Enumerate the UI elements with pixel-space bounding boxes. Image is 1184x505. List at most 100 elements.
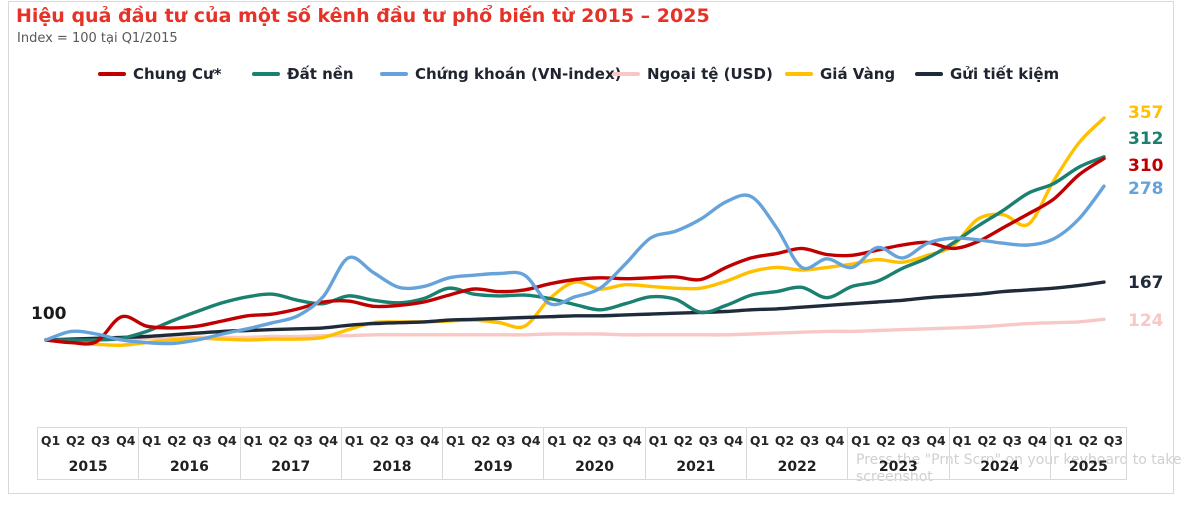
legend-swatch-gui-tiet-kiem bbox=[915, 72, 943, 76]
quarter-label: Q3 bbox=[394, 433, 415, 448]
quarter-label: Q3 bbox=[698, 433, 719, 448]
quarter-row-2024: Q1 Q2 Q3 Q4 bbox=[950, 433, 1050, 448]
quarter-label: Q2 bbox=[673, 433, 693, 448]
quarter-row-2022: Q1 Q2 Q3 Q4 bbox=[747, 433, 847, 448]
series-line-dat-nen bbox=[44, 155, 1106, 342]
quarter-label: Q1 bbox=[749, 433, 770, 448]
quarter-label: Q4 bbox=[622, 433, 642, 448]
panel-border bbox=[8, 1, 1174, 494]
series-line-chung-khoan bbox=[44, 184, 1106, 346]
year-cell-2021: Q1 Q2 Q3 Q4 2021 bbox=[646, 428, 747, 479]
legend-label-ngoai-te: Ngoại tệ (USD) bbox=[647, 65, 773, 83]
quarter-label: Q4 bbox=[217, 433, 237, 448]
quarter-label: Q2 bbox=[471, 433, 491, 448]
quarter-label: Q2 bbox=[977, 433, 997, 448]
legend-label-gui-tiet-kiem: Gửi tiết kiệm bbox=[950, 65, 1060, 83]
chart-legend: Chung Cư* Đất nền Chứng khoán (VN-index) Ng… bbox=[0, 63, 1184, 85]
year-cell-2025: Q1 Q2 Q3 2025 bbox=[1051, 428, 1126, 479]
legend-item-gia-vang: Giá Vàng bbox=[785, 63, 895, 85]
quarter-label: Q1 bbox=[547, 433, 567, 448]
quarter-label: Q4 bbox=[521, 433, 541, 448]
legend-swatch-ngoai-te bbox=[612, 72, 640, 76]
year-label: 2015 bbox=[68, 459, 108, 475]
year-cell-2018: Q1 Q2 Q3 Q4 2018 bbox=[342, 428, 444, 479]
quarter-row-2017: Q1 Q2 Q3 Q4 bbox=[241, 433, 341, 448]
legend-label-chung-khoan: Chứng khoán (VN-index) bbox=[415, 65, 622, 83]
legend-item-dat-nen: Đất nền bbox=[252, 63, 354, 85]
quarter-label: Q4 bbox=[116, 433, 136, 448]
legend-swatch-dat-nen bbox=[252, 72, 280, 76]
quarter-label: Q1 bbox=[851, 433, 871, 448]
quarter-label: Q3 bbox=[293, 433, 313, 448]
legend-swatch-gia-vang bbox=[785, 72, 813, 76]
quarter-label: Q4 bbox=[419, 433, 440, 448]
year-label: 2025 bbox=[1068, 459, 1108, 475]
quarter-label: Q1 bbox=[142, 433, 162, 448]
quarter-label: Q2 bbox=[572, 433, 592, 448]
chart-subtitle: Index = 100 tại Q1/2015 bbox=[17, 31, 178, 46]
quarter-row-2018: Q1 Q2 Q3 Q4 bbox=[342, 433, 442, 448]
legend-swatch-chung-khoan bbox=[380, 72, 408, 76]
quarter-label: Q3 bbox=[192, 433, 212, 448]
year-label: 2022 bbox=[777, 459, 817, 475]
legend-label-dat-nen: Đất nền bbox=[287, 65, 354, 83]
quarter-label: Q1 bbox=[344, 433, 365, 448]
year-cell-2019: Q1 Q2 Q3 Q4 2019 bbox=[443, 428, 545, 479]
legend-item-gui-tiet-kiem: Gửi tiết kiệm bbox=[915, 63, 1059, 85]
quarter-label: Q1 bbox=[40, 433, 61, 448]
series-line-gia-vang bbox=[44, 116, 1106, 347]
year-label: 2021 bbox=[676, 459, 716, 475]
quarter-row-2023: Q1 Q2 Q3 Q4 bbox=[848, 433, 948, 448]
quarter-label: Q2 bbox=[268, 433, 288, 448]
quarter-label: Q3 bbox=[496, 433, 516, 448]
year-label: 2024 bbox=[980, 459, 1020, 475]
year-label: 2023 bbox=[878, 459, 918, 475]
year-cell-2016: Q1 Q2 Q3 Q4 2016 bbox=[139, 428, 241, 479]
year-cell-2015: Q1 Q2 Q3 Q4 2015 bbox=[38, 428, 140, 479]
legend-swatch-chung-cu bbox=[98, 72, 126, 76]
year-label: 2017 bbox=[271, 459, 311, 475]
quarter-row-2015: Q1 Q2 Q3 Q4 bbox=[38, 433, 138, 448]
quarter-label: Q2 bbox=[167, 433, 187, 448]
quarter-label: Q1 bbox=[243, 433, 263, 448]
baseline-100-label: 100 bbox=[31, 304, 67, 324]
year-label: 2019 bbox=[473, 459, 513, 475]
quarter-label: Q2 bbox=[1078, 433, 1099, 448]
quarter-label: Q4 bbox=[825, 433, 845, 448]
quarter-label: Q1 bbox=[446, 433, 466, 448]
end-value-dat-nen: 312 bbox=[1128, 129, 1164, 149]
quarter-label: Q3 bbox=[800, 433, 820, 448]
year-cell-2024: Q1 Q2 Q3 Q4 2024 bbox=[950, 428, 1051, 479]
x-axis-table: Q1 Q2 Q3 Q4 2015 Q1 Q2 Q3 Q4 2016 Q1 Q2 Q3 Q4 2017 Q1 Q2… bbox=[37, 427, 1127, 480]
quarter-label: Q3 bbox=[1103, 433, 1124, 448]
quarter-label: Q3 bbox=[901, 433, 921, 448]
year-cell-2023: Q1 Q2 Q3 Q4 2023 bbox=[848, 428, 950, 479]
end-value-gia-vang: 357 bbox=[1128, 103, 1164, 123]
quarter-label: Q4 bbox=[318, 433, 338, 448]
quarter-label: Q4 bbox=[1027, 433, 1047, 448]
quarter-label: Q3 bbox=[91, 433, 111, 448]
quarter-label: Q2 bbox=[774, 433, 795, 448]
series-line-gui-tiet-kiem bbox=[44, 280, 1106, 342]
quarter-row-2019: Q1 Q2 Q3 Q4 bbox=[443, 433, 543, 448]
year-cell-2017: Q1 Q2 Q3 Q4 2017 bbox=[241, 428, 342, 479]
quarter-label: Q2 bbox=[369, 433, 390, 448]
legend-item-chung-cu: Chung Cư* bbox=[98, 63, 222, 85]
page-title: Hiệu quả đầu tư của một số kênh đầu tư p… bbox=[16, 5, 710, 27]
quarter-row-2016: Q1 Q2 Q3 Q4 bbox=[139, 433, 239, 448]
end-value-gui-tiet-kiem: 167 bbox=[1128, 273, 1164, 293]
quarter-label: Q1 bbox=[952, 433, 972, 448]
quarter-label: Q1 bbox=[648, 433, 668, 448]
quarter-label: Q2 bbox=[876, 433, 896, 448]
year-label: 2020 bbox=[575, 459, 615, 475]
legend-item-ngoai-te: Ngoại tệ (USD) bbox=[612, 63, 773, 85]
legend-item-chung-khoan: Chứng khoán (VN-index) bbox=[380, 63, 622, 85]
year-cell-2022: Q1 Q2 Q3 Q4 2022 bbox=[747, 428, 849, 479]
legend-label-chung-cu: Chung Cư* bbox=[133, 65, 222, 83]
quarter-label: Q1 bbox=[1053, 433, 1073, 448]
end-value-chung-cu: 310 bbox=[1128, 156, 1164, 176]
end-value-chung-khoan: 278 bbox=[1128, 179, 1164, 199]
quarter-label: Q4 bbox=[926, 433, 946, 448]
